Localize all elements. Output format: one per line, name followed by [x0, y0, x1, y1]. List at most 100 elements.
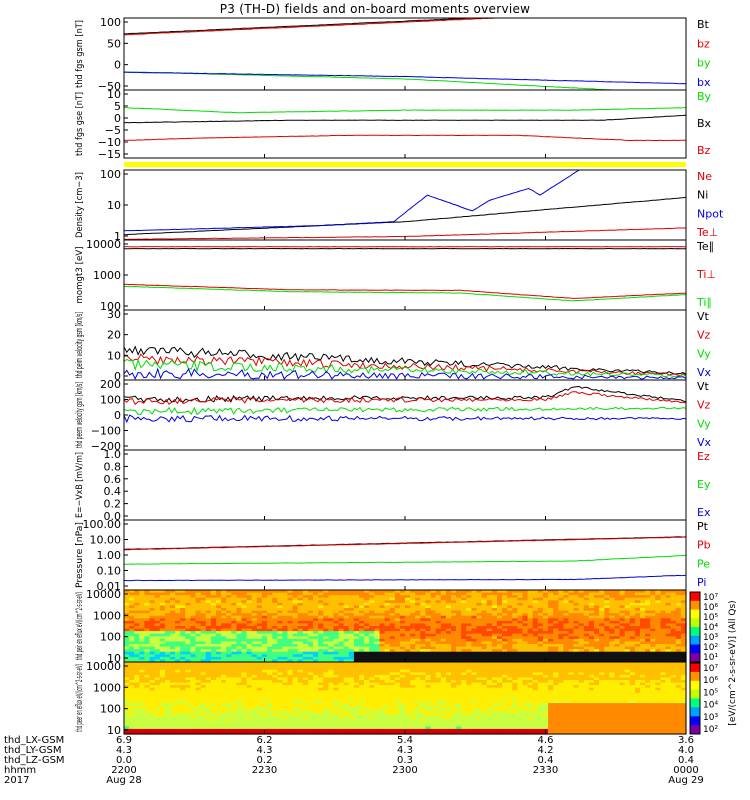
- spectrogram-cell: [246, 710, 253, 715]
- spectrogram-cell: [405, 721, 411, 725]
- spectrogram-cell: [216, 590, 222, 594]
- spectrogram-cell: [195, 677, 202, 681]
- spectrogram-cell: [645, 659, 651, 663]
- spectrogram-cell: [384, 651, 391, 655]
- y-axis-label: thd peem velocity gsm [km/s]: [75, 382, 85, 448]
- spectrogram-cell: [389, 646, 396, 650]
- spectrogram-cell: [634, 620, 641, 625]
- spectrogram-cell: [588, 654, 595, 658]
- spectrogram-cell: [548, 613, 554, 617]
- spectrogram-cell: [226, 690, 232, 694]
- spectrogram-cell: [660, 618, 667, 622]
- spectrogram-cell: [195, 623, 202, 627]
- spectrogram-cell: [323, 690, 329, 694]
- spectrogram-cell: [221, 644, 227, 648]
- spectrogram-cell: [364, 728, 370, 733]
- spectrogram-cell: [609, 633, 616, 637]
- spectrogram-cell: [394, 703, 401, 707]
- spectrogram-cell: [364, 677, 370, 681]
- spectrogram-cell: [481, 641, 488, 645]
- spectrogram-cell: [369, 728, 375, 733]
- spectrogram-cell: [216, 656, 222, 661]
- spectrogram-cell: [231, 638, 237, 643]
- spectrogram-cell: [216, 651, 222, 655]
- spectrogram-cell: [134, 631, 140, 635]
- spectrogram-cell: [164, 659, 171, 663]
- spectrogram-cell: [241, 620, 248, 625]
- spectrogram-cell: [594, 649, 600, 653]
- spectrogram-cell: [159, 662, 166, 666]
- spectrogram-cell: [588, 633, 595, 637]
- spectrogram-cell: [430, 705, 437, 709]
- spectrogram-cell: [650, 644, 656, 648]
- spectrogram-cell: [159, 721, 166, 725]
- spectrogram-cell: [497, 644, 503, 648]
- spectrogram-cell: [221, 646, 227, 650]
- spectrogram-cell: [149, 685, 156, 689]
- spectrogram-cell: [425, 646, 432, 650]
- spectrogram-cell: [548, 597, 554, 601]
- spectrogram-cell: [599, 590, 605, 594]
- spectrogram-cell: [379, 615, 386, 619]
- spectrogram-cell: [318, 590, 324, 594]
- spectrogram-cell: [604, 595, 610, 599]
- spectrogram-cell: [251, 613, 258, 617]
- spectrogram-cell: [282, 610, 289, 614]
- spectrogram-cell: [619, 623, 626, 627]
- series-line-ni-1: [123, 196, 687, 236]
- spectrogram-cell: [384, 695, 391, 699]
- spectrogram-cell: [277, 608, 283, 612]
- spectrogram-cell: [159, 680, 166, 684]
- spectrogram-cell: [476, 631, 483, 635]
- spectrogram-cell: [261, 682, 268, 686]
- spectrogram-cell: [200, 605, 207, 609]
- spectrogram-cell: [491, 623, 498, 627]
- spectrogram-cell: [292, 677, 299, 681]
- spectrogram-cell: [200, 659, 207, 663]
- spectrogram-cell: [491, 595, 498, 599]
- spectrogram-cell: [445, 651, 452, 655]
- spectrogram-cell: [144, 590, 151, 594]
- spectrogram-cell: [180, 654, 186, 658]
- spectrogram-cell: [190, 610, 197, 614]
- spectrogram-cell: [216, 636, 222, 640]
- spectrogram-cell: [164, 703, 171, 707]
- spectrogram-cell: [190, 682, 197, 686]
- spectrogram-cell: [246, 716, 253, 720]
- spectrogram-cell: [379, 708, 386, 712]
- spectrogram-cell: [394, 718, 401, 722]
- spectrogram-cell: [369, 710, 375, 715]
- spectrogram-cell: [532, 605, 539, 609]
- spectrogram-cell: [497, 659, 503, 663]
- spectrogram-cell: [338, 674, 345, 679]
- spectrogram-cell: [134, 613, 140, 617]
- spectrogram-cell: [139, 664, 145, 668]
- spectrogram-cell: [282, 608, 289, 612]
- spectrogram-cell: [144, 654, 151, 658]
- spectrogram-cell: [415, 636, 421, 640]
- spectrogram-cell: [466, 600, 472, 604]
- spectrogram-cell: [129, 644, 135, 648]
- spectrogram-cell: [292, 728, 299, 733]
- spectrogram-cell: [348, 705, 355, 709]
- spectrogram-cell: [139, 656, 145, 661]
- spectrogram-cell: [410, 636, 416, 640]
- spectrogram-cell: [267, 615, 273, 619]
- spectrogram-cell: [353, 654, 360, 658]
- spectrogram-cell: [471, 618, 478, 622]
- spectrogram-cell: [364, 631, 370, 635]
- spectrogram-cell: [471, 631, 478, 635]
- spectrogram-cell: [374, 654, 380, 658]
- spectrogram-cell: [353, 723, 360, 727]
- spectrogram-cell: [369, 695, 375, 699]
- spectrogram-cell: [481, 615, 488, 619]
- spectrogram-cell: [292, 641, 299, 645]
- spectrogram-cell: [200, 623, 207, 627]
- spectrogram-cell: [568, 641, 575, 645]
- spectrogram-cell: [379, 595, 386, 599]
- spectrogram-cell: [369, 690, 375, 694]
- spectrogram-cell: [507, 623, 513, 627]
- spectrogram-cell: [205, 700, 212, 704]
- spectrogram-cell: [328, 651, 335, 655]
- spectrogram-cell: [180, 626, 186, 630]
